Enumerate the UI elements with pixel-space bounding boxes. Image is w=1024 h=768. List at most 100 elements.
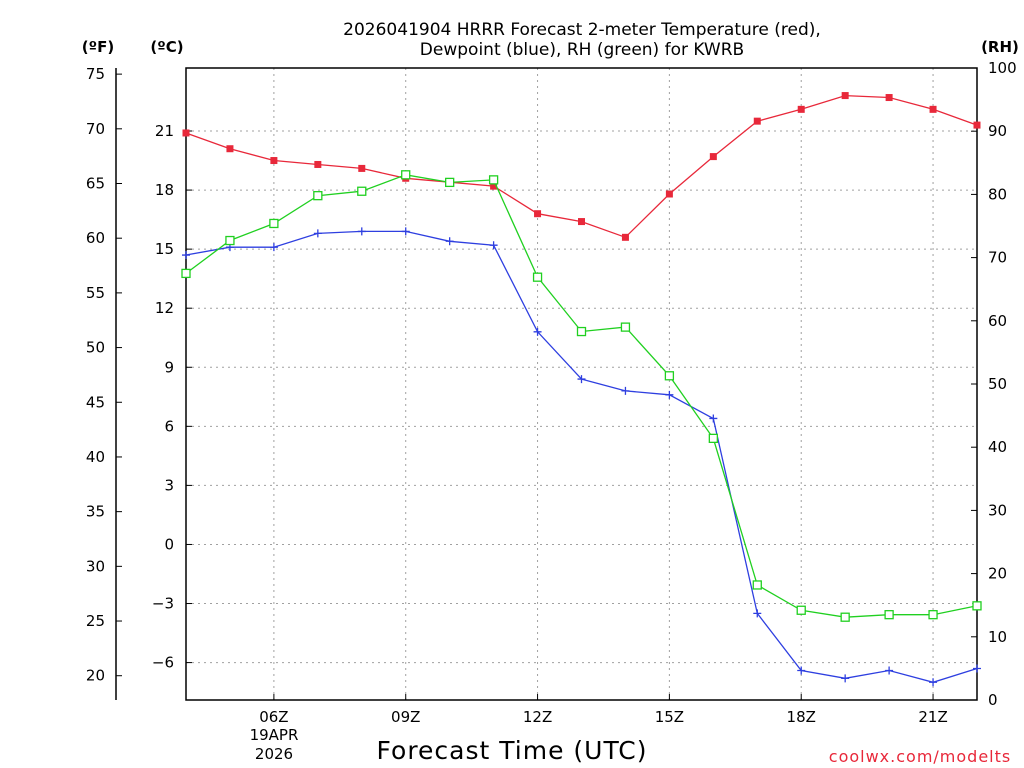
rh-tick-label: 0 <box>988 691 998 709</box>
rh-point <box>664 371 675 381</box>
temperature-point <box>358 164 366 172</box>
rh-tick-label: 70 <box>988 249 1007 267</box>
rh-tick-label: 20 <box>988 565 1007 583</box>
celsius-tick-label: −6 <box>152 654 174 672</box>
x-axis-title: Forecast Time (UTC) <box>377 736 648 765</box>
rh-point <box>445 177 455 188</box>
dewpoint-point <box>313 229 322 238</box>
temperature-point <box>797 105 805 113</box>
rh-point <box>225 235 235 246</box>
rh-tick-label: 60 <box>988 312 1007 330</box>
credit-label: coolwx.com/modelts <box>829 747 1011 766</box>
fahrenheit-tick-label: 30 <box>86 557 105 575</box>
rh-point <box>752 580 762 590</box>
rh-point <box>796 605 806 615</box>
rh-line <box>185 174 978 618</box>
time-tick-label: 09Z <box>391 708 420 726</box>
fahrenheit-tick-label: 45 <box>86 393 105 411</box>
rh-point <box>269 218 279 229</box>
rh-point <box>972 601 982 611</box>
celsius-tick-label: 12 <box>155 299 174 317</box>
rh-point <box>928 610 938 620</box>
temperature-point <box>490 182 498 190</box>
time-tick-label: 21Z <box>918 708 947 726</box>
fahrenheit-tick-label: 20 <box>86 667 105 685</box>
temperature-point <box>578 218 585 226</box>
rh-unit-label: (RH) <box>981 38 1019 56</box>
time-tick-label: 18Z <box>787 708 816 726</box>
fahrenheit-tick-label: 65 <box>86 175 105 193</box>
dewpoint-point <box>533 327 542 336</box>
temperature-point <box>929 105 937 113</box>
temperature-line <box>185 94 978 239</box>
temperature-point <box>226 145 234 153</box>
dewpoint-point <box>445 237 454 246</box>
rh-point <box>532 272 543 282</box>
temperature-point <box>182 129 190 137</box>
fahrenheit-tick-label: 35 <box>86 503 105 521</box>
dewpoint-point <box>401 227 410 236</box>
fahrenheit-tick-label: 60 <box>86 229 105 247</box>
temperature-point <box>534 210 542 218</box>
rh-tick-label: 30 <box>988 501 1007 519</box>
temperature-point <box>841 92 849 100</box>
dewpoint-point <box>577 375 586 384</box>
fahrenheit-tick-label: 40 <box>86 448 105 466</box>
fahrenheit-axis: 75 70 65 60 55 50 45 40 35 30 25 20 <box>86 65 122 685</box>
rh-point <box>313 191 323 201</box>
date-label-year: 2026 <box>255 745 293 763</box>
rh-tick-label: 50 <box>988 375 1007 393</box>
rh-point <box>840 612 850 622</box>
dewpoint-point <box>929 678 938 687</box>
rh-point <box>488 175 499 185</box>
celsius-tick-label: 9 <box>164 358 174 376</box>
chart-title-line2: Dewpoint (blue), RH (green) for KWRB <box>420 40 744 60</box>
celsius-tick-label: 0 <box>164 535 174 553</box>
temperature-point <box>621 233 629 241</box>
date-label-day: 19APR <box>250 726 299 744</box>
dewpoint-point <box>182 251 190 260</box>
rh-point <box>401 170 411 180</box>
temperature-point <box>709 153 717 161</box>
time-axis: 06Z 09Z 12Z 15Z 18Z 21Z <box>259 694 948 726</box>
dewpoint-point <box>621 386 630 395</box>
time-tick-label: 12Z <box>523 708 552 726</box>
dewpoint-line <box>185 230 978 683</box>
rh-point <box>357 186 367 196</box>
celsius-axis: 21 18 15 12 9 6 3 0 −3 −6 <box>152 122 192 672</box>
dewpoint-point <box>841 674 850 683</box>
temperature-point <box>973 121 981 129</box>
fahrenheit-tick-label: 50 <box>86 339 105 357</box>
temperature-point <box>753 117 761 125</box>
fahrenheit-tick-label: 25 <box>86 612 105 630</box>
dewpoint-point <box>665 390 674 399</box>
celsius-tick-label: 6 <box>164 417 174 435</box>
temperature-point <box>314 160 322 168</box>
rh-tick-label: 10 <box>988 628 1007 646</box>
rh-tick-label: 80 <box>988 185 1007 203</box>
rh-point <box>884 610 894 620</box>
rh-point <box>576 326 587 337</box>
rh-point <box>708 433 718 444</box>
dewpoint-point <box>489 241 498 250</box>
fahrenheit-tick-label: 75 <box>86 65 105 83</box>
temperature-point <box>665 190 673 198</box>
time-tick-label: 15Z <box>655 708 684 726</box>
fahrenheit-unit-label: (ºF) <box>82 38 114 56</box>
fahrenheit-tick-label: 70 <box>86 120 105 138</box>
dewpoint-point <box>797 666 806 675</box>
time-tick-label: 06Z <box>259 708 288 726</box>
rh-tick-label: 100 <box>988 59 1017 77</box>
rh-tick-label: 90 <box>988 122 1007 140</box>
celsius-tick-label: −3 <box>152 595 174 613</box>
dewpoint-point <box>357 227 366 236</box>
dewpoint-point <box>269 243 278 252</box>
dewpoint-point <box>709 414 718 423</box>
rh-tick-label: 40 <box>988 438 1007 456</box>
chart-title-line1: 2026041904 HRRR Forecast 2-meter Tempera… <box>343 20 821 40</box>
dewpoint-point <box>973 664 981 673</box>
celsius-tick-label: 21 <box>155 122 174 140</box>
temperature-point <box>885 94 893 102</box>
